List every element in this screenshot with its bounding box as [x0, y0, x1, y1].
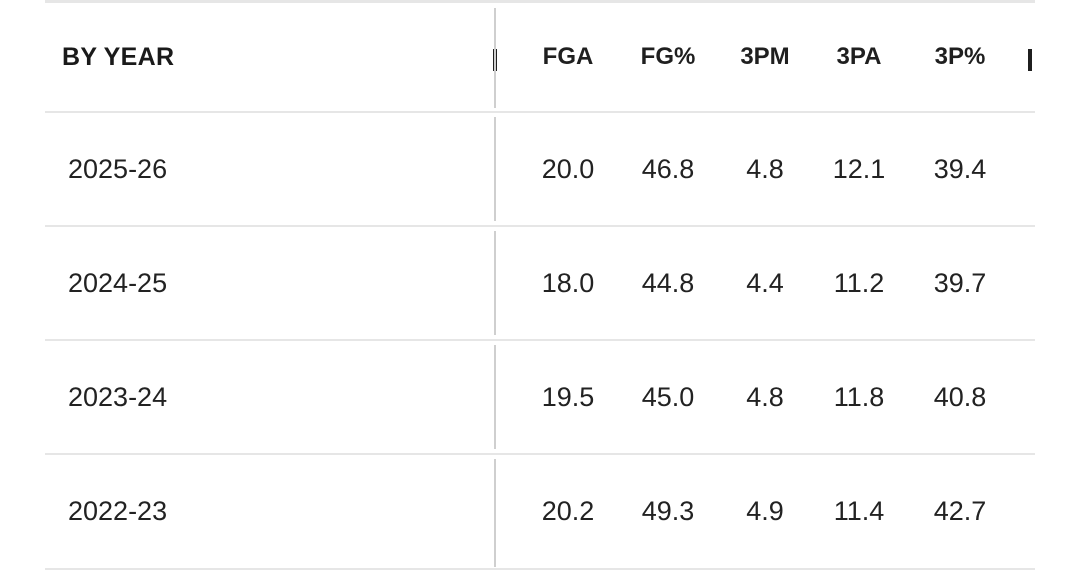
3pa-value: 11.4 — [833, 496, 885, 526]
3pm-value: 4.9 — [746, 496, 784, 526]
table-row: 2024-25 18.0 44.8 4.4 11.2 39.7 — [45, 227, 1035, 341]
by-year-header: BY YEAR — [62, 43, 175, 71]
fg-pct-value: 46.8 — [641, 154, 695, 184]
3pa-value: 12.1 — [832, 154, 886, 184]
column-header-fg-pct[interactable]: FG% — [640, 43, 696, 70]
table-row: 2023-24 19.5 45.0 4.8 11.8 40.8 — [45, 341, 1035, 455]
season-label: 2023-24 — [68, 382, 168, 412]
table-row: 2025-26 20.0 46.8 4.8 12.1 39.4 — [45, 113, 1035, 227]
fga-value: 19.5 — [541, 382, 595, 412]
3pa-value: 11.8 — [833, 382, 885, 412]
3pm-value: 4.8 — [746, 154, 784, 184]
3p-pct-value: 39.4 — [933, 154, 987, 184]
season-label: 2022-23 — [68, 496, 168, 526]
sticky-column-divider — [494, 345, 496, 449]
table-header-row: BY YEAR FGA FG% 3PM 3PA 3P% — [45, 3, 1035, 113]
fg-pct-value: 49.3 — [641, 496, 695, 526]
3pm-value: 4.8 — [746, 382, 784, 412]
truncated-column-header-right — [1028, 49, 1032, 71]
sticky-column-divider — [494, 117, 496, 221]
column-header-3p-pct[interactable]: 3P% — [934, 43, 986, 70]
fga-value: 20.2 — [541, 496, 595, 526]
fg-pct-value: 45.0 — [641, 382, 695, 412]
fg-pct-value: 44.8 — [641, 268, 695, 298]
sticky-column-divider — [494, 231, 496, 335]
3p-pct-value: 39.7 — [933, 268, 987, 298]
sticky-column-divider — [494, 8, 496, 108]
season-label: 2024-25 — [68, 268, 168, 298]
3p-pct-value: 40.8 — [933, 382, 987, 412]
3p-pct-value: 42.7 — [933, 496, 987, 526]
season-label: 2025-26 — [68, 154, 168, 184]
stats-table: BY YEAR FGA FG% 3PM 3PA 3P% 2025-26 20.0… — [45, 0, 1035, 572]
column-header-fga[interactable]: FGA — [542, 43, 594, 70]
3pa-value: 11.2 — [833, 268, 885, 298]
column-header-3pa[interactable]: 3PA — [836, 43, 882, 70]
sticky-column-divider — [494, 459, 496, 567]
3pm-value: 4.4 — [746, 268, 784, 298]
table-row: 2022-23 20.2 49.3 4.9 11.4 42.7 — [45, 455, 1035, 570]
column-header-3pm[interactable]: 3PM — [740, 43, 790, 70]
fga-value: 20.0 — [541, 154, 595, 184]
fga-value: 18.0 — [541, 268, 595, 298]
table-top-border — [45, 0, 1035, 3]
